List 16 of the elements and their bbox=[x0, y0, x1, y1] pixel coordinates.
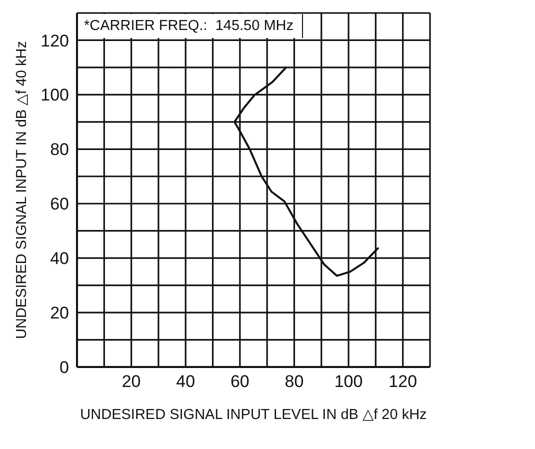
y-tick-label: 100 bbox=[40, 86, 69, 105]
annotation: *CARRIER FREQ.: 145.50 MHz bbox=[78, 14, 302, 38]
y-tick-label: 60 bbox=[50, 194, 69, 214]
y-tick-label: 120 bbox=[40, 31, 69, 50]
x-tick-label: 20 bbox=[122, 372, 141, 392]
y-tick-label: 40 bbox=[50, 249, 69, 268]
x-tick-label: 120 bbox=[388, 372, 418, 392]
x-tick-label: 60 bbox=[230, 372, 250, 392]
x-tick-label: 80 bbox=[284, 372, 304, 392]
x-tick-label: 100 bbox=[334, 372, 363, 392]
y-tick-label: 80 bbox=[50, 140, 69, 160]
x-tick-label: 40 bbox=[176, 372, 196, 392]
y-axis-title: UNDESIRED SIGNAL INPUT IN dB △f 40 kHz bbox=[14, 40, 30, 340]
x-axis-title: UNDESIRED SIGNAL INPUT LEVEL IN dB △f 20 kHz bbox=[80, 407, 427, 423]
y-tick-label: 0 bbox=[60, 358, 69, 378]
y-tick-label: 20 bbox=[50, 304, 69, 323]
